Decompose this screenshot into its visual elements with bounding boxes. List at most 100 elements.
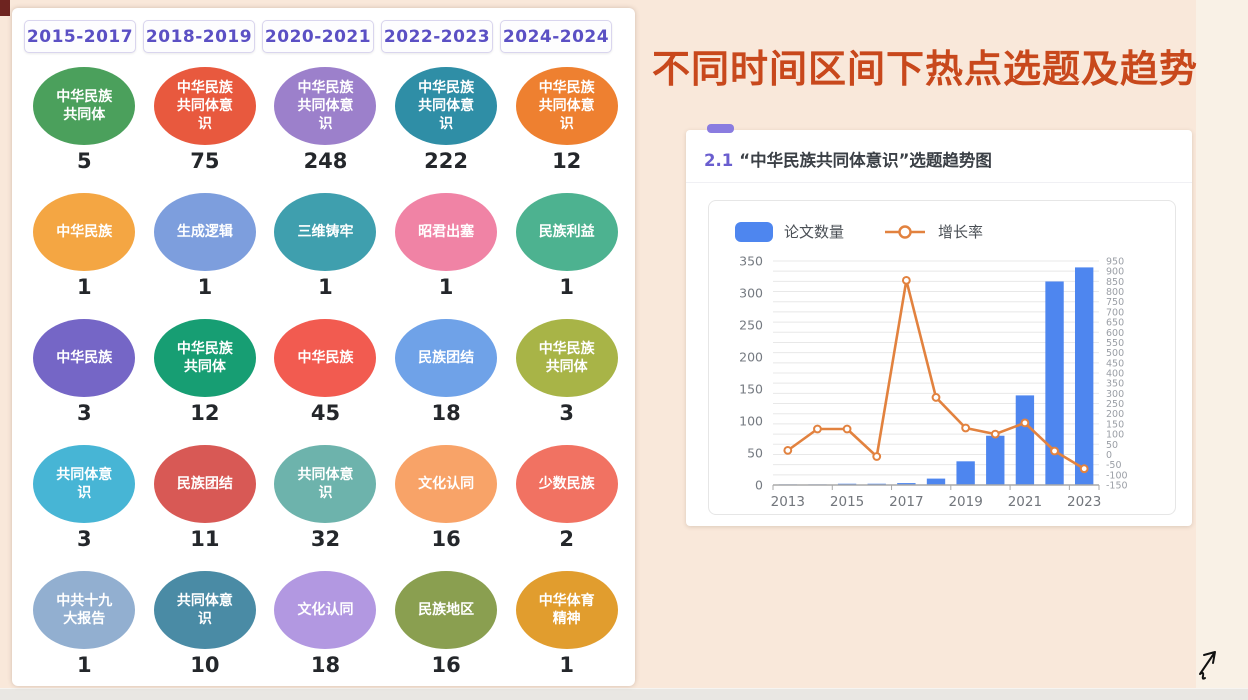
tab-2024-2024[interactable]: 2024-2024 <box>500 20 612 53</box>
topic-bubble[interactable]: 中华民族 <box>33 319 136 397</box>
topic-bubble[interactable]: 民族利益 <box>515 193 618 271</box>
topic-cell: 中华民族共同体意识 248 <box>265 62 386 188</box>
bar-series-legend-swatch[interactable] <box>735 221 773 242</box>
svg-text:100: 100 <box>1106 430 1124 441</box>
svg-text:250: 250 <box>1106 399 1124 410</box>
svg-text:550: 550 <box>1106 338 1124 349</box>
topic-bubble[interactable]: 民族团结 <box>395 319 498 397</box>
topic-cell: 民族地区 16 <box>386 566 507 692</box>
svg-text:2019: 2019 <box>948 494 982 510</box>
topic-count: 1 <box>318 275 333 299</box>
topic-cell: 中华民族共同体意识 12 <box>506 62 627 188</box>
svg-text:300: 300 <box>739 286 763 301</box>
topic-count: 3 <box>76 527 92 551</box>
topic-bubble[interactable]: 中华民族共同体意识 <box>153 67 256 145</box>
svg-text:2023: 2023 <box>1067 494 1101 510</box>
page-title: 不同时间区间下热点选题及趋势 <box>652 47 1199 91</box>
topic-cell: 中华民族 1 <box>24 188 145 314</box>
topic-bubble[interactable]: 共同体意识 <box>274 445 377 523</box>
topic-cell: 中华体育精神 1 <box>506 566 627 692</box>
svg-text:2015: 2015 <box>830 494 864 510</box>
topic-bubble-grid: 中华民族共同体 5 中华民族共同体意识 75 中华民族共同体意识 248 中华民族共同… <box>24 62 627 692</box>
svg-text:900: 900 <box>1106 267 1124 278</box>
tab-2018-2019[interactable]: 2018-2019 <box>143 20 255 53</box>
topic-bubble[interactable]: 文化认同 <box>274 571 377 649</box>
topic-bubble[interactable]: 中共十九大报告 <box>33 571 136 649</box>
svg-text:950: 950 <box>1106 257 1124 268</box>
tab-2015-2017[interactable]: 2015-2017 <box>24 20 136 53</box>
tab-2022-2023[interactable]: 2022-2023 <box>381 20 493 53</box>
topic-cell: 中华民族 3 <box>24 314 145 440</box>
period-tabs: 2015-2017 2018-2019 2020-2021 2022-2023 … <box>24 20 627 53</box>
topic-count: 18 <box>310 653 341 677</box>
topic-bubble[interactable]: 生成逻辑 <box>153 193 256 271</box>
topic-bubble[interactable]: 中华民族 <box>33 193 136 271</box>
topic-count: 12 <box>190 401 220 425</box>
topic-bubble[interactable]: 中华体育精神 <box>515 571 618 649</box>
section-heading: 2.1 “中华民族共同体意识”选题趋势图 <box>686 130 1192 183</box>
line-series-legend-label: 增长率 <box>938 223 984 241</box>
svg-text:350: 350 <box>1106 379 1124 390</box>
svg-text:100: 100 <box>739 414 763 429</box>
topic-bubble[interactable]: 共同体意识 <box>153 571 256 649</box>
topic-cell: 三维铸牢 1 <box>265 188 386 314</box>
tab-2020-2021[interactable]: 2020-2021 <box>262 20 374 53</box>
topic-cell: 共同体意识 32 <box>265 440 386 566</box>
topic-bubble[interactable]: 共同体意识 <box>33 445 136 523</box>
topic-count: 16 <box>431 527 461 551</box>
topic-bubble[interactable]: 三维铸牢 <box>274 193 377 271</box>
line-series-legend-marker[interactable] <box>883 224 927 240</box>
topic-count: 10 <box>190 653 220 677</box>
svg-text:2013: 2013 <box>771 494 805 510</box>
topic-bubble[interactable]: 昭君出塞 <box>395 193 498 271</box>
svg-text:-50: -50 <box>1106 460 1122 471</box>
svg-text:350: 350 <box>739 254 763 269</box>
svg-text:600: 600 <box>1106 328 1124 339</box>
topic-bubble[interactable]: 文化认同 <box>395 445 498 523</box>
topic-bubble[interactable]: 中华民族共同体 <box>33 67 136 145</box>
svg-text:700: 700 <box>1106 307 1124 318</box>
topic-bubble[interactable]: 民族地区 <box>395 571 498 649</box>
topic-cell: 文化认同 18 <box>265 566 386 692</box>
topic-count: 18 <box>431 401 461 425</box>
topic-cell: 共同体意识 3 <box>24 440 145 566</box>
topic-bubble[interactable]: 中华民族共同体 <box>153 319 256 397</box>
topic-bubble[interactable]: 中华民族共同体意识 <box>274 67 377 145</box>
bar-series-legend-label: 论文数量 <box>784 223 845 241</box>
svg-text:-150: -150 <box>1106 481 1128 492</box>
svg-text:200: 200 <box>739 350 763 365</box>
topic-cell: 中华民族 45 <box>265 314 386 440</box>
section-number: 2.1 <box>704 151 734 170</box>
topic-cell: 共同体意识 10 <box>145 566 266 692</box>
topic-bubble[interactable]: 中华民族共同体意识 <box>515 67 618 145</box>
topic-count: 32 <box>310 527 341 551</box>
svg-text:-100: -100 <box>1106 470 1128 481</box>
topic-count: 222 <box>424 149 469 173</box>
topic-count: 1 <box>559 275 574 299</box>
svg-text:150: 150 <box>739 382 763 397</box>
svg-text:400: 400 <box>1106 369 1124 380</box>
svg-text:50: 50 <box>1106 440 1118 451</box>
topic-count: 1 <box>559 653 574 677</box>
svg-text:50: 50 <box>747 446 763 461</box>
page-edge-band <box>1196 0 1248 700</box>
topic-bubble[interactable]: 中华民族共同体意识 <box>395 67 498 145</box>
topic-cell: 少数民族 2 <box>506 440 627 566</box>
topic-bubble[interactable]: 民族团结 <box>153 445 256 523</box>
topic-count: 1 <box>438 275 454 299</box>
trend-chart-card: 2.1 “中华民族共同体意识”选题趋势图 论文数量 增长率 0 50 100 150 20… <box>686 130 1192 526</box>
topic-cell: 文化认同 16 <box>386 440 507 566</box>
topic-bubble[interactable]: 少数民族 <box>515 445 618 523</box>
topic-count: 248 <box>303 149 348 173</box>
topic-bubble[interactable]: 中华民族共同体 <box>515 319 618 397</box>
topic-count: 16 <box>431 653 461 677</box>
svg-text:300: 300 <box>1106 389 1124 400</box>
topic-count: 1 <box>76 275 92 299</box>
cursor-arrow-icon <box>1199 651 1216 680</box>
svg-text:2021: 2021 <box>1008 494 1042 510</box>
topic-count: 1 <box>197 275 213 299</box>
topic-count: 12 <box>552 149 582 173</box>
topic-bubble[interactable]: 中华民族 <box>274 319 377 397</box>
topic-cell: 中华民族共同体 12 <box>145 314 266 440</box>
